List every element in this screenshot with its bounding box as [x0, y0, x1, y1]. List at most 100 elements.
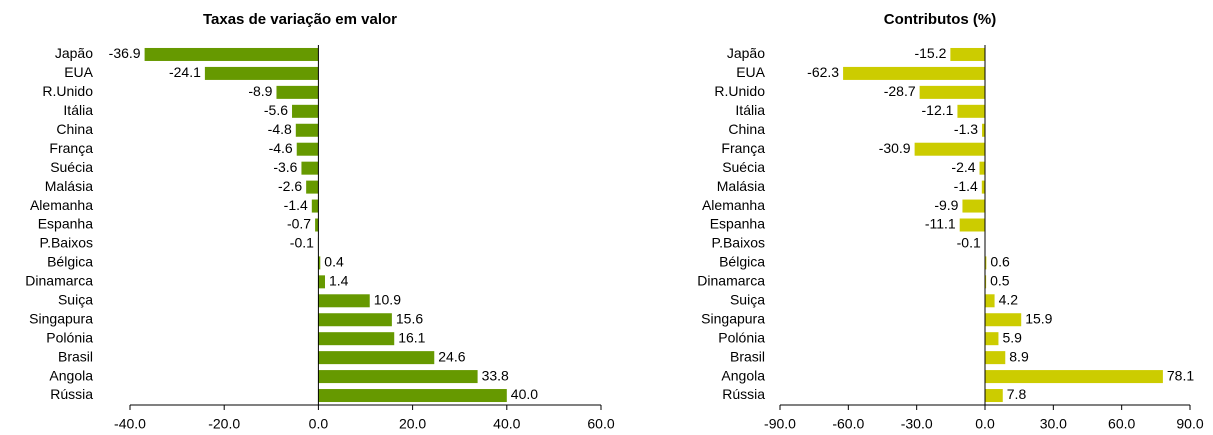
bar	[318, 313, 392, 327]
bar	[318, 294, 370, 308]
data-label: 40.0	[511, 386, 538, 402]
data-label: -5.6	[264, 102, 288, 118]
data-label: -8.9	[248, 83, 272, 99]
y-tick-label: R.Unido	[714, 83, 765, 99]
y-tick-label: R.Unido	[42, 83, 93, 99]
y-tick-label: Brasil	[730, 348, 765, 364]
bar	[306, 180, 319, 194]
bar	[962, 199, 985, 213]
bar	[985, 370, 1163, 384]
bar	[318, 275, 325, 289]
x-tick-label: 40.0	[493, 416, 520, 432]
y-tick-label: Suécia	[50, 159, 93, 175]
data-label: 78.1	[1167, 367, 1194, 383]
bar	[296, 142, 319, 156]
x-tick-label: -20.0	[208, 416, 240, 432]
bar	[315, 218, 319, 232]
y-tick-label: Singapura	[29, 310, 93, 326]
data-label: 4.2	[999, 291, 1019, 307]
y-tick-label: P.Baixos	[712, 235, 765, 251]
y-tick-label: Singapura	[701, 310, 765, 326]
bar	[295, 123, 319, 137]
data-label: -3.6	[273, 159, 297, 175]
x-tick-label: 20.0	[399, 416, 426, 432]
bar	[957, 104, 985, 118]
y-tick-label: Polónia	[718, 329, 765, 345]
data-label: -11.1	[925, 216, 956, 232]
y-tick-label: Malásia	[717, 178, 765, 194]
y-tick-label: Rússia	[50, 386, 93, 402]
data-label: -0.1	[957, 235, 981, 251]
bar	[985, 332, 999, 346]
bar	[144, 47, 319, 61]
y-tick-label: Alemanha	[702, 197, 765, 213]
data-label: -15.2	[914, 45, 946, 61]
data-label: 8.9	[1009, 348, 1029, 364]
y-tick-label: Angola	[49, 367, 93, 383]
x-tick-label: -60.0	[832, 416, 864, 432]
data-label: -2.4	[951, 159, 975, 175]
data-label: 0.5	[990, 273, 1010, 289]
bar	[318, 389, 507, 403]
data-label: -12.1	[922, 102, 954, 118]
data-label: -1.3	[954, 121, 978, 137]
bar	[318, 332, 395, 346]
y-tick-label: Dinamarca	[697, 273, 765, 289]
x-tick-label: 60.0	[1108, 416, 1135, 432]
x-tick-label: -40.0	[114, 416, 146, 432]
bar	[985, 256, 987, 270]
data-label: 33.8	[482, 367, 509, 383]
y-tick-label: Japão	[55, 45, 93, 61]
data-label: 15.9	[1025, 310, 1052, 326]
y-tick-label: Bélgica	[719, 254, 765, 270]
data-label: 0.4	[324, 254, 344, 270]
y-tick-label: Espanha	[710, 216, 765, 232]
data-label: -4.6	[269, 140, 293, 156]
y-tick-label: Japão	[727, 45, 765, 61]
bar	[204, 66, 319, 80]
data-label: -1.4	[954, 178, 978, 194]
bar	[914, 142, 985, 156]
bar	[985, 313, 1022, 327]
chart-title: Contributos (%)	[884, 11, 996, 28]
bar	[318, 351, 435, 365]
data-label: 16.1	[398, 329, 425, 345]
y-tick-label: Itália	[63, 102, 93, 118]
data-label: 15.6	[396, 310, 423, 326]
data-label: 1.4	[329, 273, 349, 289]
data-label: 0.6	[990, 254, 1010, 270]
y-tick-label: Itália	[735, 102, 765, 118]
bar	[318, 370, 478, 384]
y-tick-label: Brasil	[58, 348, 93, 364]
x-tick-label: 0.0	[309, 416, 329, 432]
bar	[985, 351, 1006, 365]
data-label: 24.6	[438, 348, 465, 364]
x-tick-label: 60.0	[587, 416, 614, 432]
bar	[276, 85, 319, 99]
bar	[981, 180, 985, 194]
data-label: -0.1	[290, 235, 314, 251]
bar	[959, 218, 985, 232]
x-tick-label: -90.0	[764, 416, 796, 432]
y-tick-label: Suiça	[730, 291, 765, 307]
bar	[318, 256, 321, 270]
y-tick-label: EUA	[64, 64, 93, 80]
data-label: -30.9	[879, 140, 911, 156]
bar	[985, 294, 995, 308]
x-tick-label: 90.0	[1176, 416, 1203, 432]
bar	[985, 275, 987, 289]
y-tick-label: Dinamarca	[25, 273, 93, 289]
y-tick-label: Alemanha	[30, 197, 93, 213]
data-label: -28.7	[884, 83, 916, 99]
y-tick-label: Suécia	[722, 159, 765, 175]
y-tick-label: França	[49, 140, 93, 156]
data-label: -36.9	[109, 45, 141, 61]
data-label: -9.9	[934, 197, 958, 213]
y-tick-label: China	[728, 121, 765, 137]
data-label: -62.3	[807, 64, 839, 80]
bar	[982, 123, 985, 137]
x-tick-label: 0.0	[975, 416, 995, 432]
y-tick-label: Rússia	[722, 386, 765, 402]
bar	[979, 161, 985, 175]
data-label: -24.1	[169, 64, 201, 80]
